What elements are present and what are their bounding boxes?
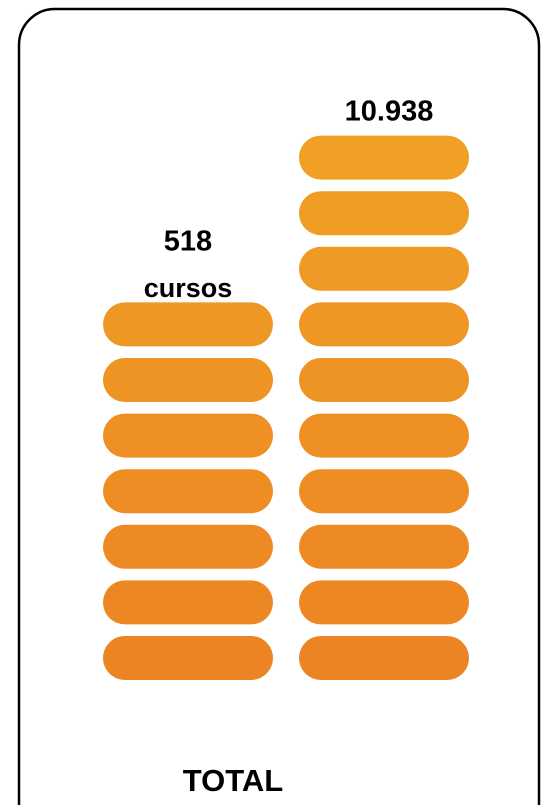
pill [299,358,469,402]
pill [103,580,273,625]
left-value: 518 [164,226,212,258]
pill [299,469,469,514]
pill [299,135,469,180]
pill-stacks [103,135,469,680]
right-value: 10.938 [345,96,434,128]
pill [103,524,273,569]
pill [299,580,469,625]
pill [299,246,469,291]
pill [299,636,469,680]
pill [299,302,469,347]
pill [103,413,273,458]
pill [103,469,273,514]
pill [299,191,469,236]
pill [103,302,273,347]
footer-label: TOTAL [183,763,283,798]
pill [299,524,469,569]
pill [299,413,469,458]
left-unit: cursos [144,273,233,303]
pill [103,358,273,402]
frame [17,7,541,805]
pill [103,636,273,680]
